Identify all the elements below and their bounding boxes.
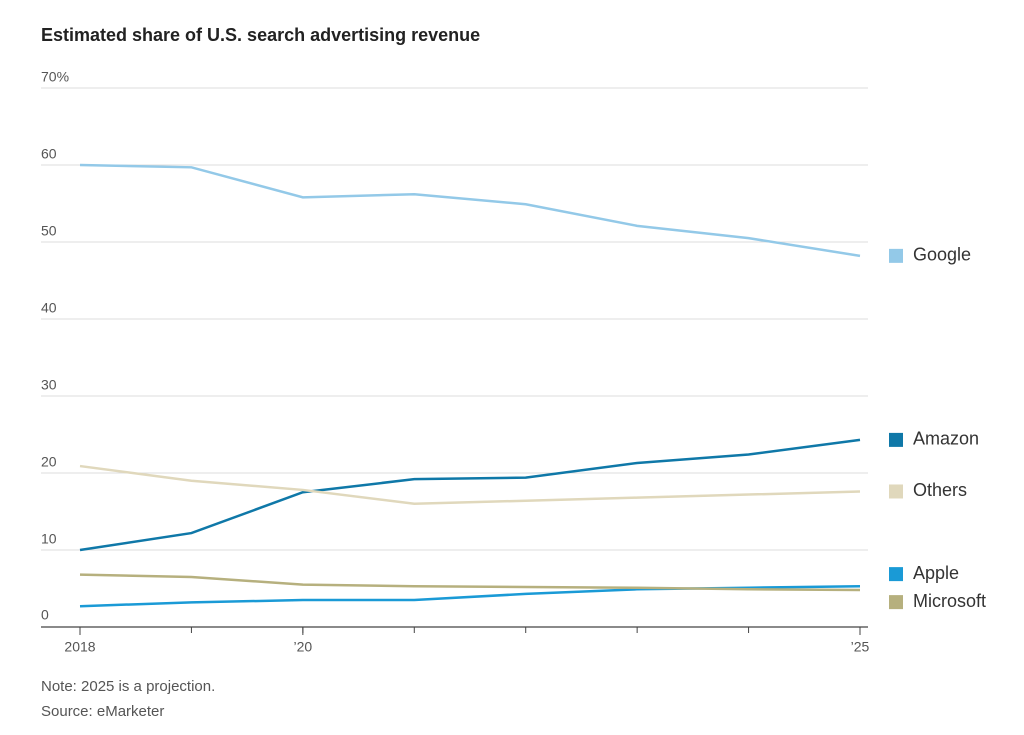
y-tick-label: 30	[41, 377, 57, 393]
legend-swatch	[889, 595, 903, 610]
legend-label: Apple	[913, 563, 959, 583]
series-line	[79, 573, 861, 592]
y-tick-label: 10	[41, 531, 57, 547]
series-line	[79, 464, 861, 506]
y-tick-label: 20	[41, 454, 57, 470]
source: Source: eMarketer	[41, 703, 164, 720]
series-line	[79, 163, 861, 258]
y-tick-label: 70%	[41, 69, 69, 85]
legend-label: Amazon	[913, 429, 979, 449]
x-tick-label: ’25	[851, 639, 870, 655]
y-tick-label: 0	[41, 607, 49, 623]
series-line	[79, 438, 861, 552]
legend-label: Others	[913, 480, 967, 500]
y-tick-label: 60	[41, 146, 57, 162]
legend-swatch	[889, 567, 903, 582]
legend-label: Google	[913, 245, 971, 265]
legend-swatch	[889, 432, 903, 447]
y-tick-label: 40	[41, 300, 57, 316]
chart-title: Estimated share of U.S. search advertisi…	[41, 25, 480, 45]
x-tick-label: ’20	[294, 639, 313, 655]
legend-swatch	[889, 248, 903, 263]
legend-swatch	[889, 484, 903, 499]
note: Note: 2025 is a projection.	[41, 678, 215, 695]
y-tick-label: 50	[41, 223, 57, 239]
x-tick-label: 2018	[64, 639, 95, 655]
legend-label: Microsoft	[913, 591, 986, 611]
